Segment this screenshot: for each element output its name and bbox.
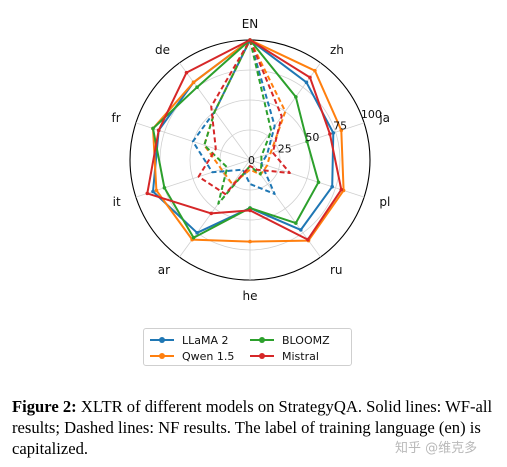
data-point-bloomz bbox=[316, 180, 321, 185]
axis-label-ja: ja bbox=[378, 111, 390, 125]
data-point-llama-2 bbox=[195, 231, 199, 235]
legend-swatch bbox=[150, 351, 174, 361]
data-point-bloomz bbox=[305, 139, 309, 144]
axis-label-it: it bbox=[113, 195, 121, 209]
caption-text: XLTR of different models on StrategyQA. … bbox=[12, 397, 493, 458]
data-point-bloomz bbox=[195, 85, 199, 89]
data-point-bloomz bbox=[151, 126, 155, 131]
axis-label-fr: fr bbox=[111, 111, 120, 125]
data-point-llama-2 bbox=[331, 131, 336, 135]
axis-label-ru: ru bbox=[330, 263, 343, 277]
legend-label: Qwen 1.5 bbox=[182, 349, 235, 363]
data-point-mistral bbox=[306, 237, 310, 242]
data-point-bloomz bbox=[294, 95, 298, 99]
series-line-mistral-nf bbox=[197, 39, 291, 195]
radial-tick-label: 25 bbox=[278, 143, 292, 156]
data-point-llama-2 bbox=[151, 189, 155, 194]
radar-chart: 0 25 50 75 100 EN zh ja pl ru he ar it fr de bbox=[111, 17, 390, 303]
series-line-llama-2-nf bbox=[191, 39, 276, 195]
figure-caption: Figure 2: XLTR of different models on St… bbox=[12, 396, 497, 459]
data-point-bloomz bbox=[162, 186, 167, 190]
radial-tick-label: 100 bbox=[361, 108, 382, 121]
legend-swatch bbox=[250, 351, 274, 361]
data-point-llama-2 bbox=[304, 80, 309, 85]
data-point-mistral bbox=[156, 128, 161, 133]
axis-label-pl: pl bbox=[379, 195, 390, 209]
radial-tick-label: 75 bbox=[333, 120, 347, 133]
legend-item-llama-2: LLaMA 2 bbox=[150, 333, 229, 347]
data-point-bloomz bbox=[191, 235, 196, 240]
data-point-mistral bbox=[308, 75, 312, 80]
data-point-mistral bbox=[248, 38, 252, 42]
legend-label: Mistral bbox=[282, 349, 319, 363]
data-point-qwen-1-5 bbox=[248, 239, 252, 244]
radial-tick-label: 50 bbox=[305, 131, 319, 144]
legend: LLaMA 2 Qwen 1.5 BLOOMZ Mistral bbox=[143, 328, 352, 366]
data-point-bloomz bbox=[294, 221, 298, 225]
legend-swatch bbox=[250, 335, 274, 345]
watermark: 知乎 @维克多 bbox=[395, 441, 478, 456]
legend-label: LLaMA 2 bbox=[182, 333, 229, 347]
data-point-mistral bbox=[339, 187, 344, 192]
legend-item-qwen-1-5: Qwen 1.5 bbox=[150, 349, 234, 363]
legend-item-mistral: Mistral bbox=[250, 349, 319, 363]
data-point-mistral bbox=[209, 211, 214, 216]
axis-label-ar: ar bbox=[158, 263, 170, 277]
radial-tick-label: 0 bbox=[248, 154, 255, 167]
data-point-qwen-1-5 bbox=[191, 80, 196, 85]
data-point-qwen-1-5 bbox=[154, 188, 159, 193]
data-point-qwen-1-5 bbox=[339, 128, 344, 133]
data-point-qwen-1-5 bbox=[313, 68, 317, 73]
data-point-llama-2 bbox=[330, 184, 334, 189]
caption-label: Figure 2: bbox=[12, 397, 77, 416]
axis-label-zh: zh bbox=[330, 43, 344, 57]
legend-swatch bbox=[150, 335, 174, 345]
data-point-llama-2 bbox=[298, 228, 303, 232]
data-point-mistral bbox=[184, 70, 189, 75]
series-line-qwen-1-5-nf bbox=[203, 39, 287, 186]
data-point-mistral bbox=[248, 208, 252, 213]
legend-label: BLOOMZ bbox=[282, 333, 330, 347]
axis-label-he: he bbox=[243, 289, 258, 303]
data-point-mistral bbox=[328, 132, 332, 136]
legend-item-bloomz: BLOOMZ bbox=[250, 333, 330, 347]
data-point-mistral bbox=[145, 191, 150, 196]
radar-spoke bbox=[249, 62, 321, 161]
axis-label-de: de bbox=[155, 43, 170, 57]
axis-label-en: EN bbox=[242, 17, 259, 31]
